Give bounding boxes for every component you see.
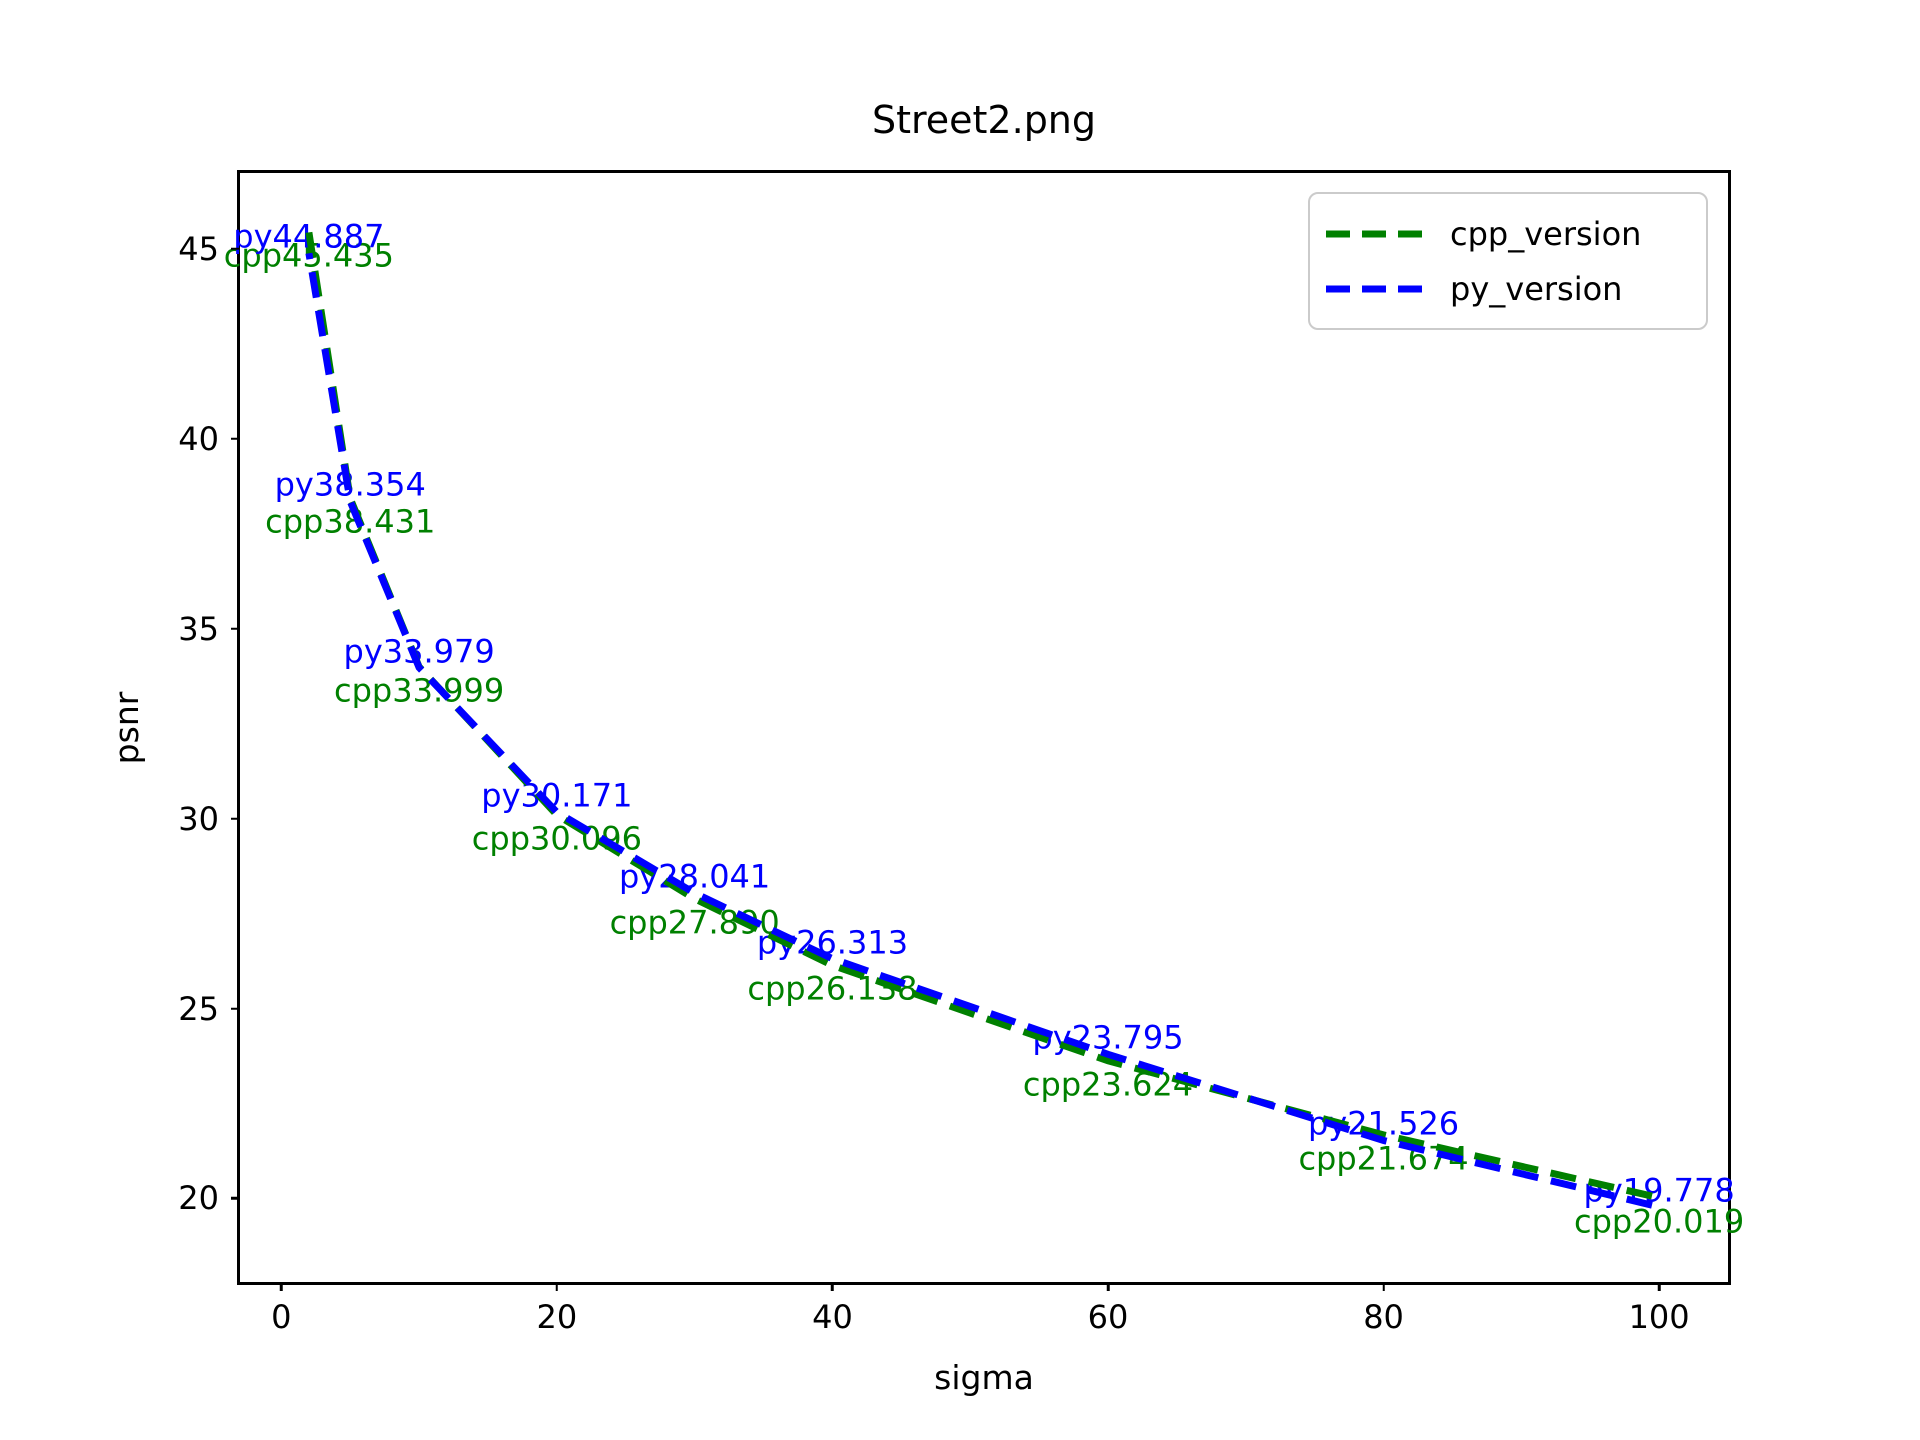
y-tick-mark (231, 817, 240, 820)
x-tick-mark (555, 1282, 559, 1291)
point-label-py_version: py23.795 (1032, 1018, 1184, 1057)
chart-title: Street2.png (871, 98, 1097, 142)
x-tick-label: 20 (536, 1298, 578, 1336)
plot-area (237, 170, 1731, 1285)
legend-item-py_version: py_version (1326, 261, 1706, 316)
x-tick-label: 80 (1363, 1298, 1404, 1336)
legend: cpp_version py_version (1308, 192, 1708, 330)
point-label-cpp_version: cpp21.674 (1298, 1139, 1469, 1178)
legend-label: cpp_version (1450, 214, 1642, 253)
x-tick-mark (1382, 1282, 1385, 1291)
x-axis-label: sigma (934, 1358, 1034, 1397)
point-label-cpp_version: cpp38.431 (265, 502, 436, 541)
point-label-py_version: py19.778 (1583, 1171, 1735, 1210)
point-label-cpp_version: cpp20.019 (1574, 1202, 1745, 1241)
point-label-py_version: py44.887 (233, 217, 385, 256)
x-tick-mark (831, 1282, 834, 1291)
point-label-py_version: py38.354 (274, 465, 426, 504)
point-label-cpp_version: cpp27.890 (609, 903, 780, 942)
point-label-py_version: py21.526 (1307, 1104, 1460, 1143)
y-tick-label: 20 (178, 1179, 219, 1218)
x-tick-mark (280, 1282, 283, 1291)
y-tick-mark (231, 627, 240, 630)
point-label-cpp_version: cpp30.096 (471, 819, 642, 858)
x-tick-mark (1106, 1282, 1110, 1291)
y-axis-label: psnr (107, 691, 146, 765)
point-label-cpp_version: cpp23.624 (1022, 1065, 1194, 1104)
point-label-cpp_version: cpp33.999 (334, 671, 505, 710)
x-tick-mark (1657, 1282, 1661, 1291)
y-tick-label: 35 (178, 609, 219, 648)
legend-label: py_version (1450, 269, 1623, 308)
point-label-py_version: py28.041 (619, 857, 771, 896)
legend-dash-sample (1326, 230, 1422, 237)
y-tick-label: 25 (178, 989, 219, 1028)
y-tick-mark (231, 247, 240, 251)
point-label-py_version: py26.313 (756, 923, 909, 962)
y-tick-label: 40 (178, 419, 219, 458)
point-label-py_version: py33.979 (343, 631, 495, 670)
x-tick-label: 0 (271, 1298, 292, 1336)
x-tick-label: 60 (1087, 1298, 1129, 1336)
x-tick-label: 40 (812, 1298, 853, 1336)
y-tick-mark (231, 437, 240, 441)
point-label-py_version: py30.171 (481, 776, 633, 815)
y-tick-label: 45 (178, 229, 219, 268)
point-label-cpp_version: cpp26.138 (747, 969, 918, 1008)
y-tick-mark (231, 1197, 240, 1200)
x-tick-label: 100 (1628, 1298, 1690, 1336)
y-tick-label: 30 (178, 799, 219, 838)
legend-dash-sample (1326, 285, 1422, 292)
legend-item-cpp_version: cpp_version (1326, 206, 1706, 261)
y-tick-mark (231, 1007, 240, 1010)
